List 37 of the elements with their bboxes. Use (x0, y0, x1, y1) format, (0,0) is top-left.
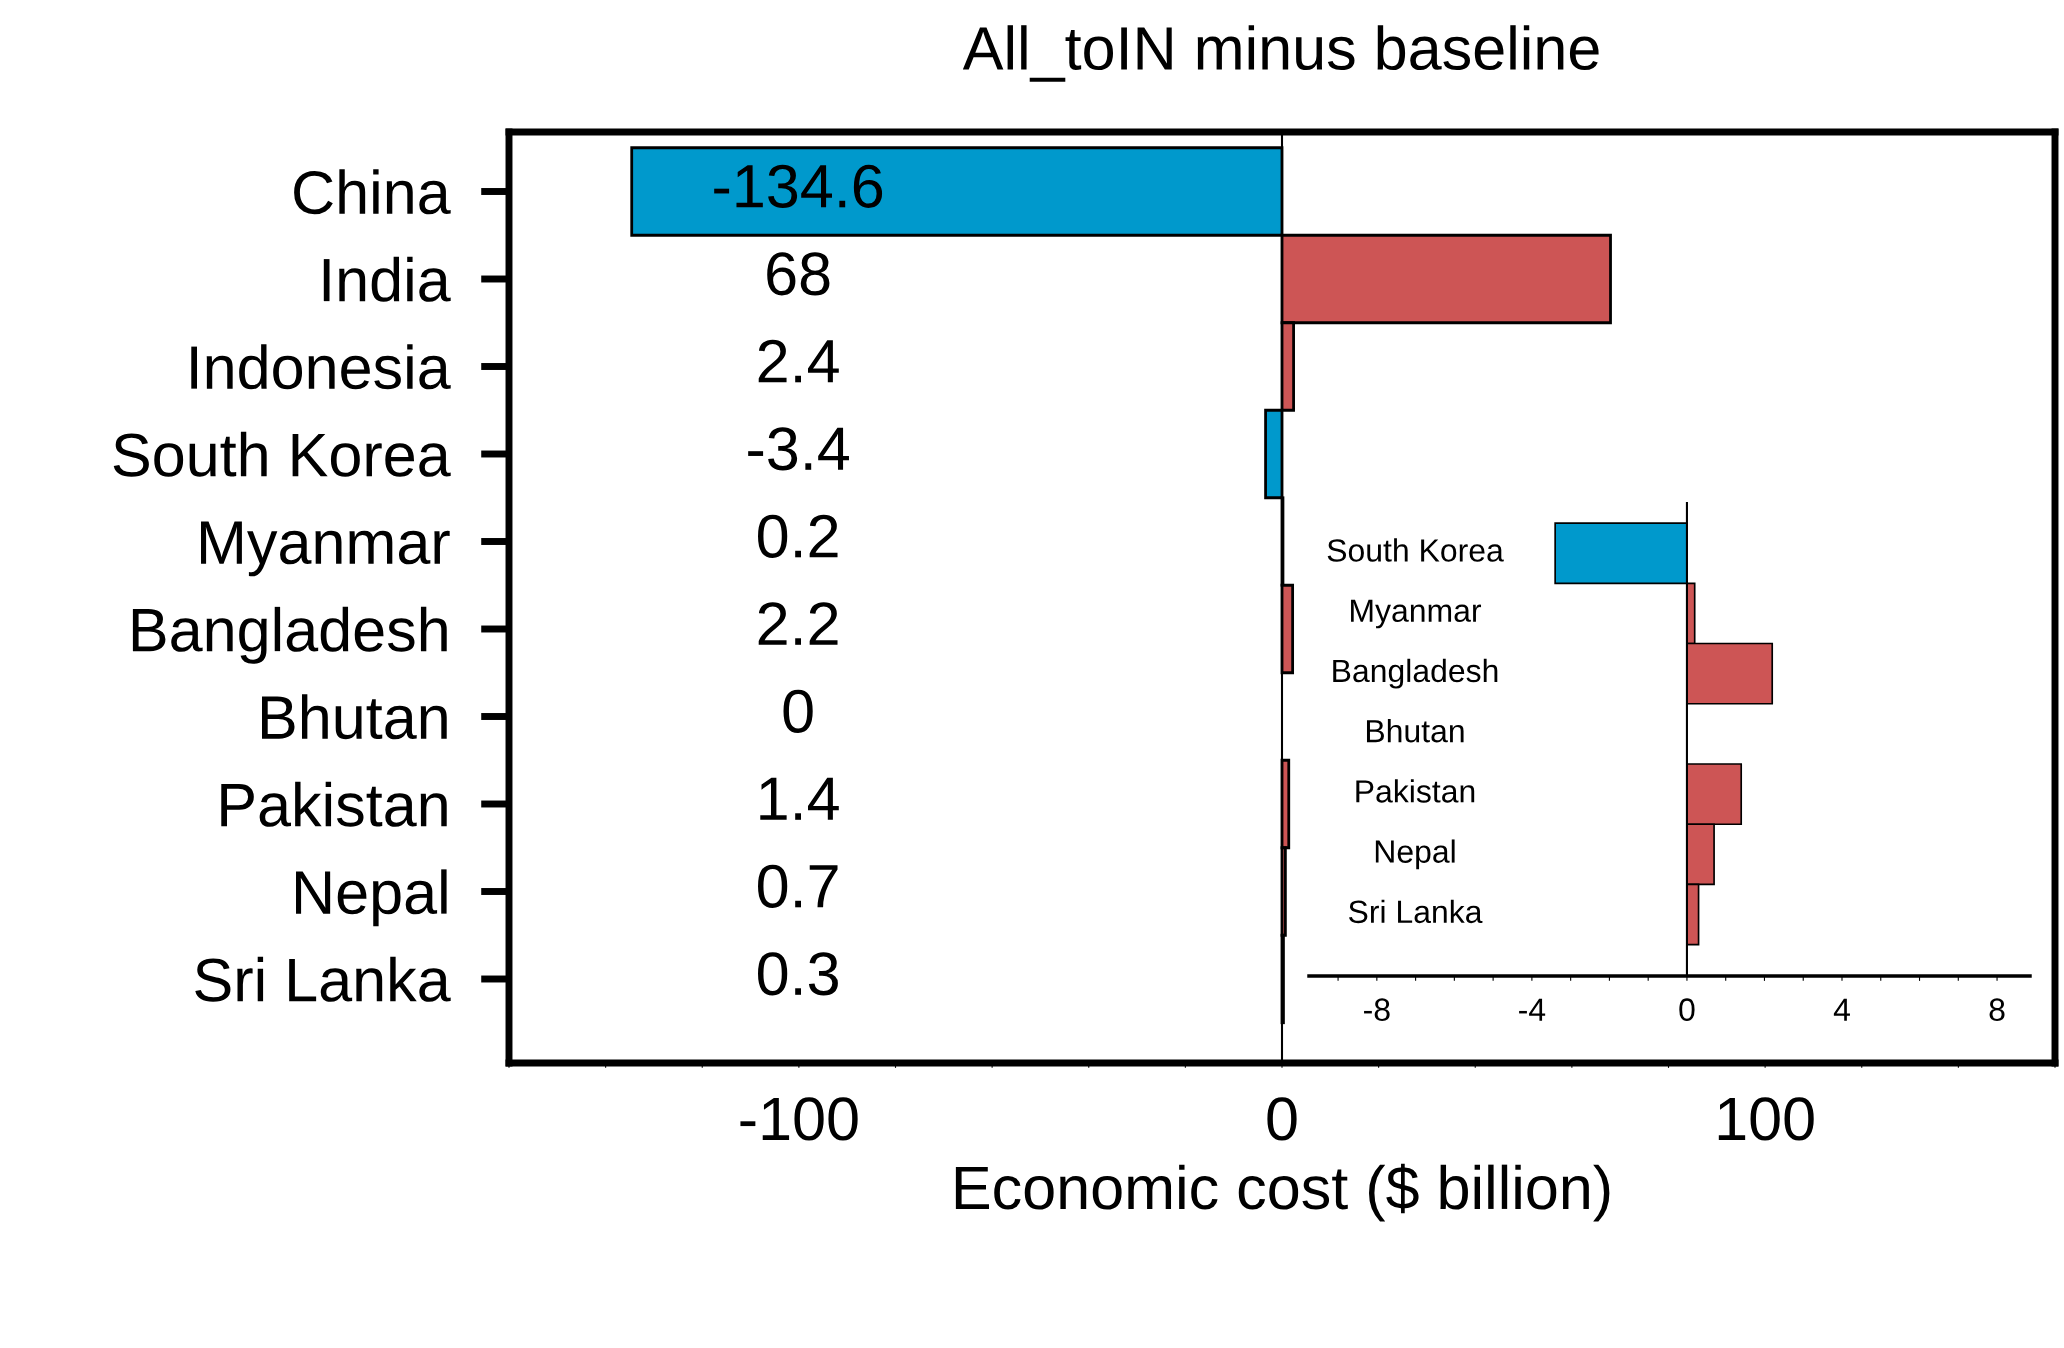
annotation: -3.4 (748, 427, 849, 471)
x-tick-label: -100 (740, 1097, 858, 1141)
annotation: 1.4 (760, 777, 839, 820)
annotation: -134.6 (714, 164, 883, 208)
y-tick-label: Bangladesh (132, 606, 447, 664)
x-tick-label: 4 (1833, 998, 1850, 1021)
x-tick-label: 0 (1267, 1097, 1297, 1141)
y-tick-label: Indonesia (191, 344, 451, 390)
y-tick-label: Bhutan (1366, 718, 1464, 743)
annotation: 2.4 (758, 339, 839, 383)
annotation: 2.2 (758, 602, 838, 645)
y-tick-label: Nepal (1375, 839, 1455, 870)
x-tick-label: 8 (1989, 998, 2005, 1021)
x-tick-label: 100 (1718, 1097, 1814, 1141)
x-axis-title: Economic cost ($ billion) (955, 1163, 1610, 1222)
y-tick-label: Sri Lanka (1348, 899, 1483, 924)
x-tick-label: 0 (1679, 998, 1695, 1021)
y-tick-label: Sri Lanka (195, 956, 451, 1002)
y-tick-label: South Korea (1327, 538, 1504, 562)
annotation: 0.2 (758, 514, 838, 558)
y-tick-label: Bhutan (262, 694, 447, 740)
annotation: 0.7 (758, 864, 838, 908)
annotation: 0.3 (758, 952, 838, 996)
y-tick-label: Myanmar (1351, 599, 1482, 629)
y-tick-label: Bangladesh (1333, 658, 1498, 689)
annotation: 0 (783, 689, 813, 733)
annotation: 68 (767, 252, 830, 296)
y-tick-label: Pakistan (221, 781, 447, 827)
y-tick-label: Pakistan (1356, 779, 1475, 803)
y-tick-label: India (323, 256, 451, 302)
y-tick-label: China (294, 169, 451, 215)
x-tick-label: -4 (1519, 998, 1546, 1021)
y-tick-label: South Korea (113, 431, 451, 477)
y-tick-label: Myanmar (201, 521, 450, 577)
y-tick-label: Nepal (296, 869, 447, 927)
x-tick-label: -8 (1364, 998, 1390, 1021)
chart-title: All_toIN minus baseline (962, 25, 1599, 82)
